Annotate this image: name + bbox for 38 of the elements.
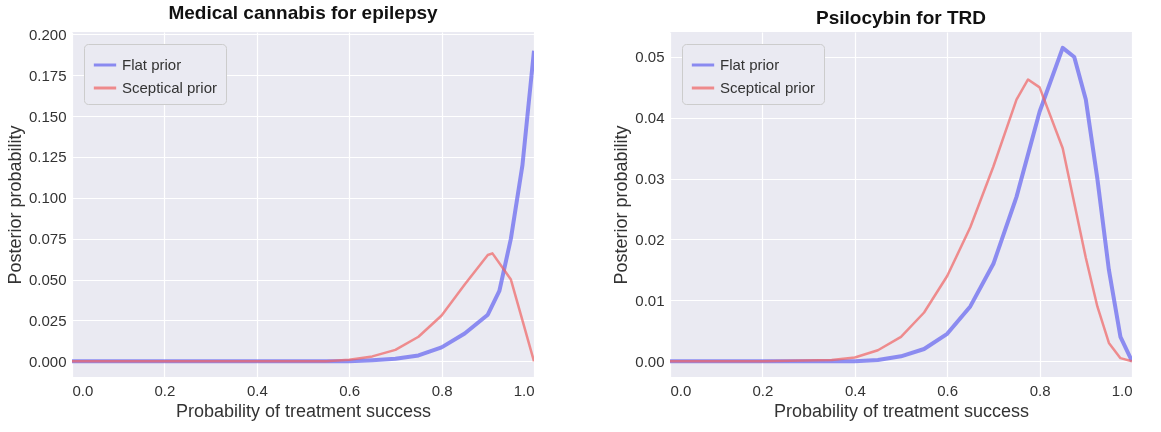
x-tick-label: 0.8 xyxy=(431,381,453,399)
x-tick-label: 0.8 xyxy=(1029,381,1051,399)
y-tick-label: 0.04 xyxy=(635,109,665,127)
y-tick-label: 0.02 xyxy=(635,230,665,248)
y-tick-label: 0.000 xyxy=(28,352,67,370)
x-tick-label: 0.2 xyxy=(752,381,774,399)
x-tick-label: 0.0 xyxy=(670,381,692,399)
x-tick-label: 0.0 xyxy=(72,381,94,399)
x-tick-label: 0.4 xyxy=(246,381,268,399)
x-axis-title: Probability of treatment success xyxy=(175,400,432,421)
x-tick-label: 1.0 xyxy=(513,381,535,399)
x-tick-label: 0.6 xyxy=(339,381,361,399)
legend-label: Flat prior xyxy=(122,56,182,73)
x-axis-title: Probability of treatment success xyxy=(773,400,1030,421)
y-axis-title: Posterior probability xyxy=(4,125,25,285)
y-tick-label: 0.025 xyxy=(28,311,67,329)
chart-title: Psilocybin for TRD xyxy=(816,7,986,28)
y-tick-label: 0.175 xyxy=(28,66,67,84)
line-series xyxy=(72,252,534,363)
x-tick-label: 0.6 xyxy=(937,381,959,399)
y-tick-label: 0.00 xyxy=(635,352,665,370)
y-tick-label: 0.200 xyxy=(28,25,67,43)
y-tick-label: 0.03 xyxy=(635,170,665,188)
legend-label: Sceptical prior xyxy=(122,79,218,96)
x-tick-label: 0.4 xyxy=(844,381,866,399)
x-tick-label: 0.2 xyxy=(154,381,176,399)
chart-title: Medical cannabis for epilepsy xyxy=(168,2,439,24)
y-tick-label: 0.125 xyxy=(28,148,67,166)
y-tick-label: 0.05 xyxy=(635,48,665,66)
legend-label: Flat prior xyxy=(720,56,780,73)
legend-label: Sceptical prior xyxy=(720,79,816,96)
y-tick-label: 0.150 xyxy=(28,107,67,125)
y-tick-label: 0.01 xyxy=(635,291,665,309)
y-tick-label: 0.100 xyxy=(28,189,67,207)
y-tick-label: 0.075 xyxy=(28,230,67,248)
x-tick-label: 1.0 xyxy=(1111,381,1133,399)
y-axis-title: Posterior probability xyxy=(611,125,632,285)
y-tick-label: 0.050 xyxy=(28,271,67,289)
